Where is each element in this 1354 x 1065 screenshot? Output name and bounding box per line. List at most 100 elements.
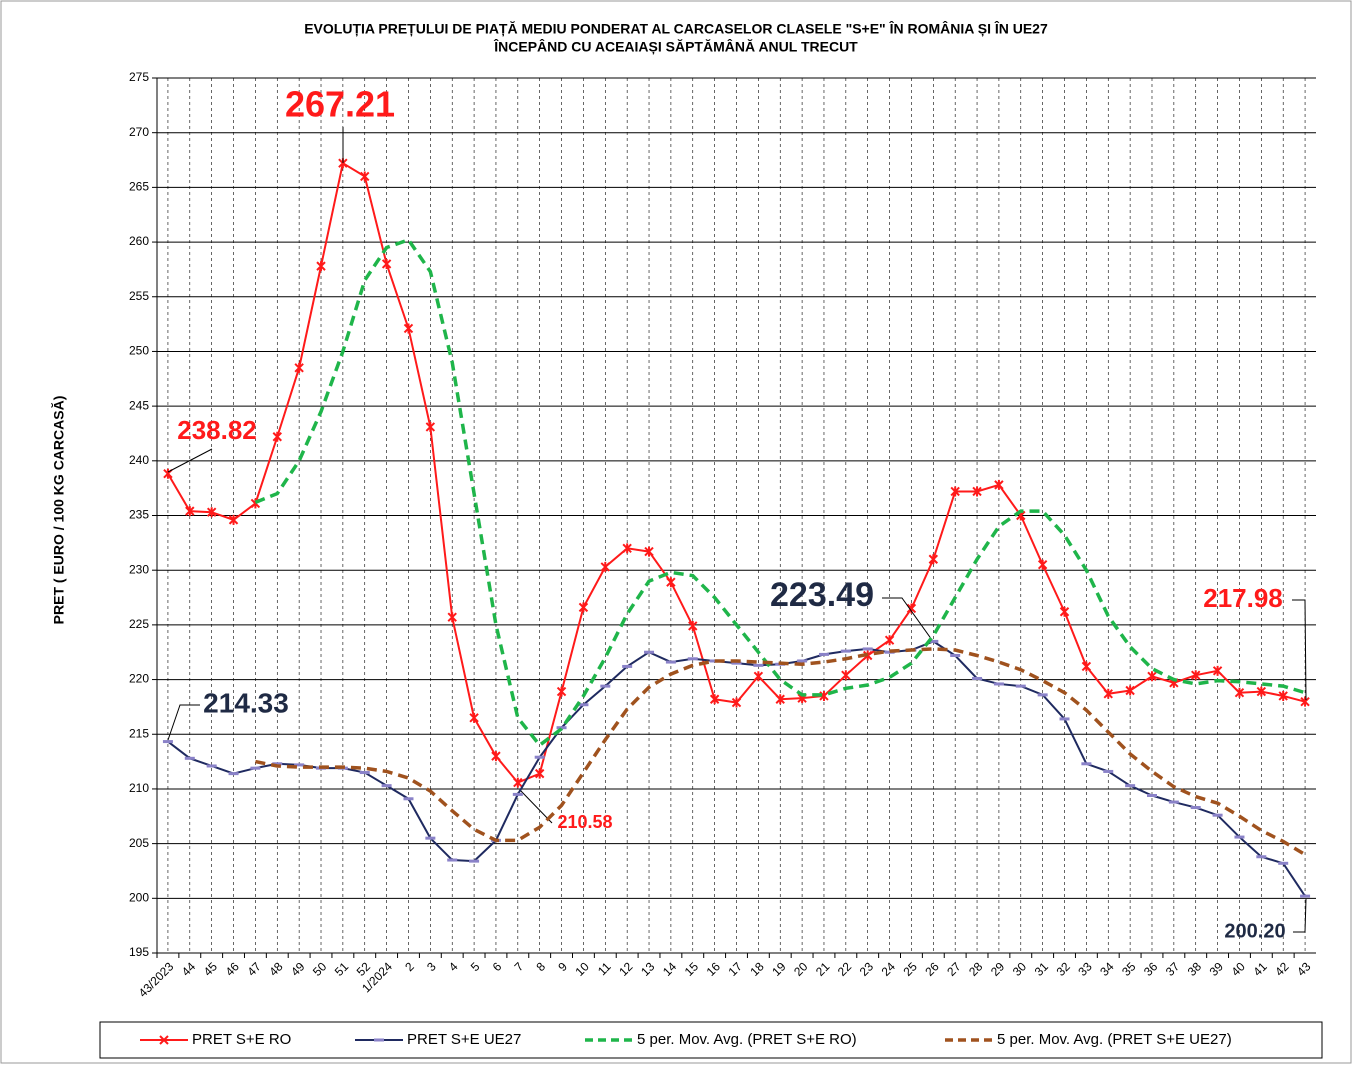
- marker: [666, 577, 676, 588]
- chart-subtitle: ÎNCEPÂND CU ACEAIAȘI SĂPTĂMÂNĂ ANUL TREC…: [493, 38, 858, 55]
- marker: [491, 751, 501, 762]
- data-label: 214.33: [203, 687, 289, 718]
- marker: [1191, 670, 1201, 681]
- marker: [316, 261, 326, 272]
- y-tick-label: 240: [129, 453, 149, 467]
- marker: [709, 694, 720, 705]
- data-label: 238.82: [177, 415, 257, 445]
- x-tick-label: 12: [616, 959, 636, 979]
- y-tick-label: 220: [129, 672, 149, 686]
- x-tick-label: 23: [857, 959, 877, 979]
- x-tick-label: 10: [572, 959, 592, 979]
- x-tick-label: 34: [1097, 959, 1117, 979]
- y-tick-label: 235: [129, 508, 149, 522]
- series-line: [254, 237, 1306, 748]
- marker: [928, 554, 939, 565]
- x-tick-label: 15: [682, 959, 702, 979]
- legend-label: PRET S+E UE27: [407, 1031, 521, 1048]
- data-label: 267.21: [285, 84, 395, 125]
- y-tick-label: 275: [129, 70, 149, 84]
- y-tick-label: 225: [129, 617, 149, 631]
- x-tick-label: 47: [244, 959, 264, 979]
- x-tick-label: 43/2023: [136, 959, 177, 1000]
- label-leader: [167, 448, 213, 473]
- y-axis-label: PRET ( EURO / 100 KG CARCASĂ): [51, 396, 67, 625]
- x-tick-label: 22: [835, 959, 855, 979]
- x-tick-label: 2: [402, 959, 417, 974]
- y-tick-label: 260: [129, 234, 149, 248]
- legend-marker: [159, 1035, 169, 1045]
- x-tick-label: 49: [288, 959, 308, 979]
- x-tick-label: 38: [1185, 959, 1205, 979]
- x-tick-label: 50: [310, 959, 330, 979]
- x-tick-label: 37: [1163, 959, 1183, 979]
- marker: [972, 486, 982, 497]
- y-tick-label: 230: [129, 562, 149, 576]
- marker: [381, 258, 392, 269]
- x-tick-label: 8: [533, 959, 548, 974]
- marker: [731, 697, 742, 708]
- data-label: 210.58: [557, 812, 612, 832]
- x-tick-label: 35: [1119, 959, 1139, 979]
- x-tick-label: 19: [769, 959, 789, 979]
- label-leader: [882, 597, 933, 641]
- x-tick-label: 36: [1141, 959, 1161, 979]
- marker: [1256, 686, 1267, 697]
- x-tick-label: 6: [490, 959, 505, 974]
- x-tick-label: 31: [1032, 959, 1052, 979]
- x-tick-label: 41: [1250, 959, 1270, 979]
- marker: [753, 671, 764, 682]
- x-tick-label: 42: [1272, 959, 1292, 979]
- y-tick-label: 250: [129, 344, 149, 358]
- label-leader: [519, 789, 553, 824]
- marker: [1234, 687, 1245, 698]
- y-tick-label: 195: [129, 945, 149, 959]
- marker: [1300, 696, 1310, 707]
- marker: [272, 431, 282, 442]
- marker: [622, 543, 632, 554]
- marker: [688, 620, 698, 631]
- data-label: 217.98: [1203, 583, 1283, 613]
- marker: [185, 506, 195, 517]
- marker: [775, 694, 785, 705]
- data-label: 223.49: [770, 576, 874, 614]
- x-tick-label: 39: [1207, 959, 1227, 979]
- x-tick-label: 16: [704, 959, 724, 979]
- y-tick-label: 215: [129, 726, 149, 740]
- y-tick-label: 205: [129, 836, 149, 850]
- marker: [228, 514, 239, 525]
- x-tick-label: 20: [791, 959, 811, 979]
- x-tick-label: 26: [922, 959, 942, 979]
- x-tick-label: 51: [332, 959, 352, 979]
- x-tick-label: 11: [595, 959, 614, 978]
- x-tick-label: 3: [424, 959, 439, 974]
- legend-label: 5 per. Mov. Avg. (PRET S+E UE27): [997, 1031, 1232, 1048]
- marker: [447, 612, 457, 623]
- x-tick-label: 44: [179, 959, 199, 979]
- x-tick-label: 33: [1075, 959, 1095, 979]
- marker: [556, 686, 567, 697]
- x-tick-label: 13: [638, 959, 658, 979]
- marker: [994, 479, 1004, 490]
- marker: [1103, 688, 1113, 699]
- marker: [534, 768, 545, 779]
- y-tick-label: 265: [129, 180, 149, 194]
- marker: [403, 323, 414, 334]
- x-tick-label: 40: [1228, 959, 1248, 979]
- x-tick-label: 21: [813, 959, 833, 979]
- x-tick-label: 25: [900, 959, 920, 979]
- x-tick-label: 14: [660, 959, 680, 979]
- x-tick-label: 7: [512, 959, 527, 974]
- x-tick-label: 45: [201, 959, 221, 979]
- x-tick-label: 46: [223, 959, 243, 979]
- x-tick-label: 43: [1294, 959, 1314, 979]
- marker: [841, 670, 851, 681]
- data-label: 200.20: [1224, 920, 1285, 942]
- x-tick-label: 24: [879, 959, 899, 979]
- label-leader: [1292, 599, 1307, 701]
- x-tick-label: 28: [966, 959, 986, 979]
- label-leader: [167, 704, 200, 741]
- y-tick-label: 210: [129, 781, 149, 795]
- y-tick-label: 200: [129, 890, 149, 904]
- x-tick-label: 5: [468, 959, 483, 974]
